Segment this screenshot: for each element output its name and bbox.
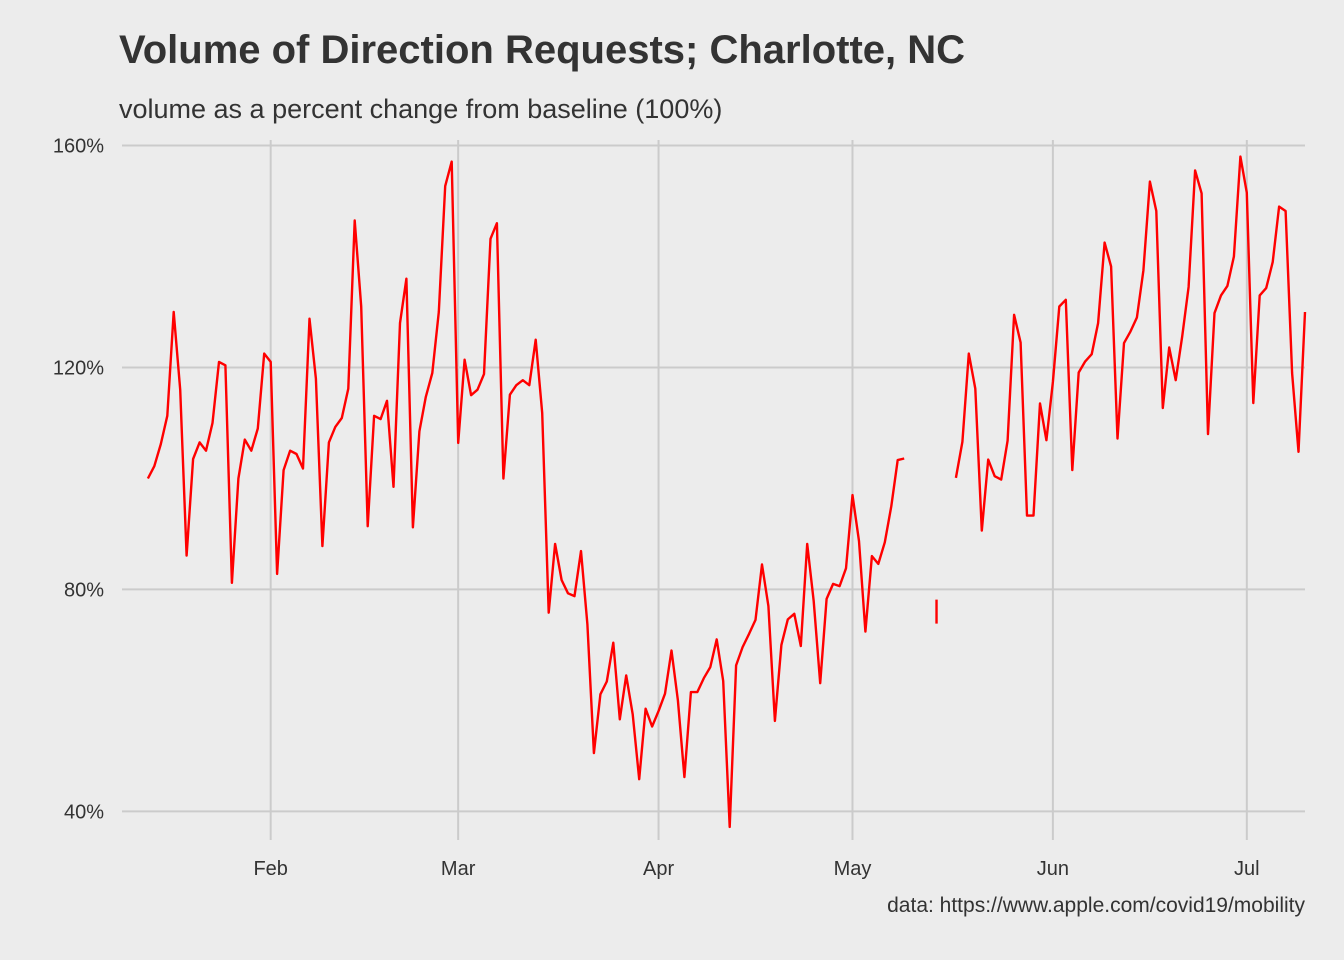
series-line-segment [954, 155, 1307, 532]
x-tick-label: Jun [1037, 858, 1069, 880]
x-gridlines [269, 140, 1248, 840]
y-tick-label: 40% [64, 801, 104, 823]
x-tick-label: Jul [1234, 858, 1260, 880]
x-tick-label: Apr [643, 858, 674, 880]
x-tick-label: May [834, 858, 872, 880]
x-tick-label: Feb [253, 858, 287, 880]
y-tick-labels: 40% 80% 120% 160% [53, 136, 104, 824]
y-gridlines [122, 144, 1305, 813]
x-tick-labels: Feb Mar Apr May Jun Jul [253, 858, 1259, 880]
chart-subtitle: volume as a percent change from baseline… [119, 94, 723, 124]
y-tick-label: 120% [53, 357, 104, 379]
data-series [146, 155, 1307, 829]
x-tick-label: Mar [441, 858, 476, 880]
y-tick-label: 160% [53, 136, 104, 158]
chart-title: Volume of Direction Requests; Charlotte,… [119, 28, 966, 72]
y-tick-label: 80% [64, 579, 104, 601]
series-line-segment [146, 160, 905, 829]
data-source-caption: data: https://www.apple.com/covid19/mobi… [887, 894, 1305, 917]
